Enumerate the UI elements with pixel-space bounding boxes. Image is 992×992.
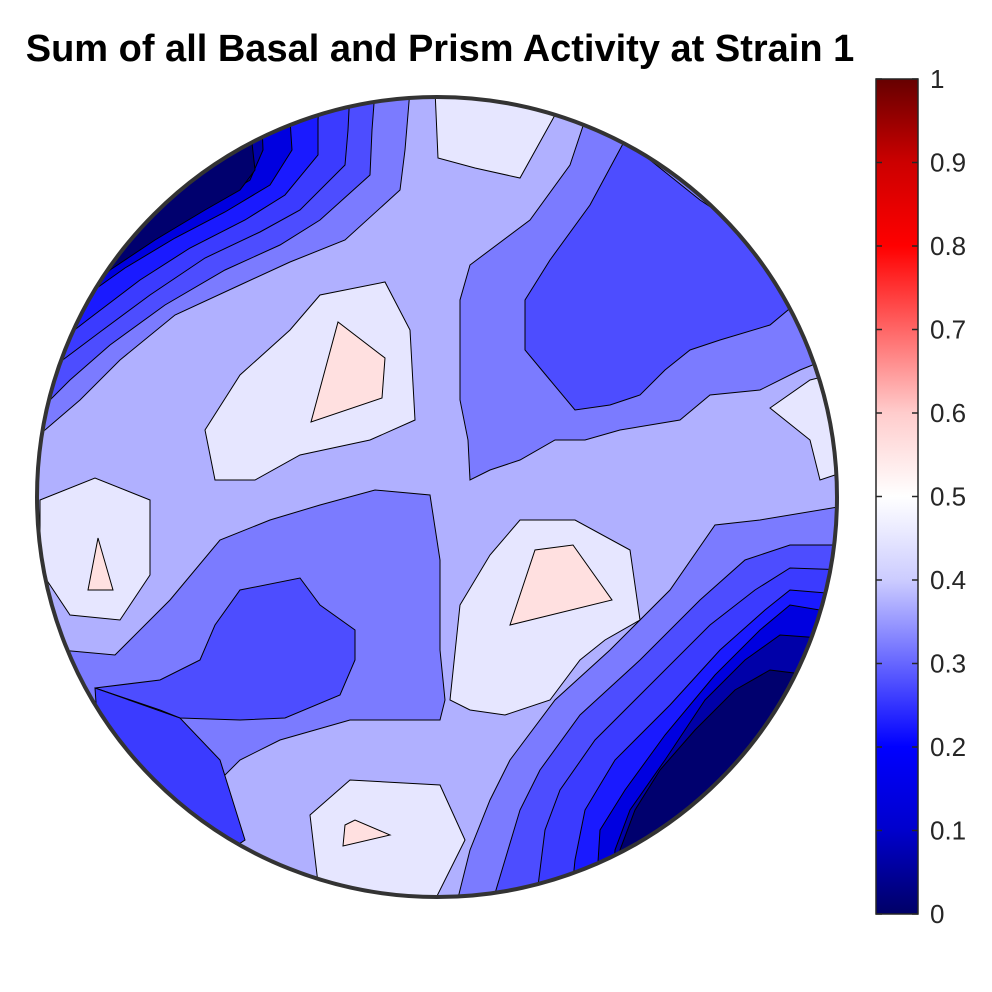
colorbar-gradient: [875, 78, 919, 915]
colorbar-tick-label: 0.7: [930, 315, 966, 345]
colorbar-tick-label: 0.5: [930, 482, 966, 512]
colorbar-tick-label: 0: [930, 899, 944, 929]
colorbar-tick-label: 0.4: [930, 565, 966, 595]
pole-figure-boundary: [35, 95, 839, 899]
colorbar-tick-label: 0.9: [930, 148, 966, 178]
colorbar: 0 0.1 0.2 0.3 0.4 0.5 0.6 0.7 0.8 0.9 1: [875, 64, 966, 929]
colorbar-tick-label: 0.8: [930, 231, 966, 261]
contour-region-hi-ul: [204, 281, 416, 481]
contour-region-lc-2: [94, 577, 356, 721]
contour-region-hi-top: [434, 97, 556, 179]
contour-peak-left: [87, 537, 114, 591]
colorbar-tick-label: 1: [930, 64, 944, 94]
contour-peak-bottom: [342, 819, 392, 847]
contour-peak-center: [509, 544, 613, 626]
contour-peak-ul: [310, 321, 386, 423]
colorbar-tick-label: 0.1: [930, 816, 966, 846]
colorbar-tick-label: 0.6: [930, 398, 966, 428]
contour-region-hi-center: [449, 519, 641, 716]
contour-region-hi-bottom: [309, 779, 466, 897]
colorbar-tick-label: 0.3: [930, 649, 966, 679]
chart-title: Sum of all Basal and Prism Activity at S…: [25, 28, 855, 70]
colorbar-tick-label: 0.2: [930, 732, 966, 762]
